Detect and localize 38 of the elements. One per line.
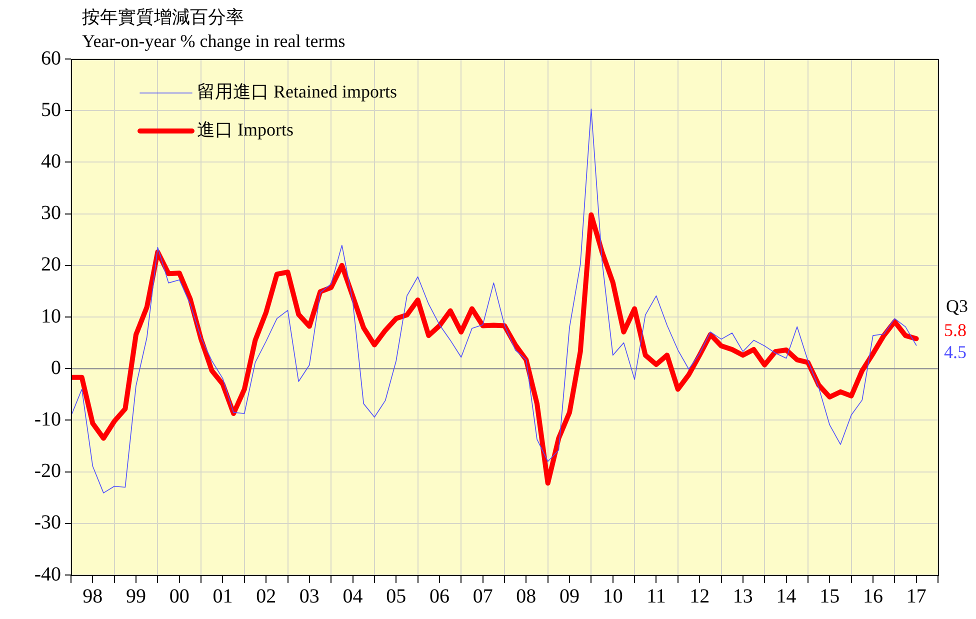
x-tick-label: 14 (776, 585, 796, 608)
y-tick-label: -20 (34, 460, 61, 482)
data-label: 5.8 (944, 320, 966, 340)
y-tick-label: 0 (51, 356, 61, 379)
x-tick-label: 10 (602, 585, 623, 608)
x-tick-label: 11 (646, 585, 666, 608)
x-tick-label: 01 (212, 585, 233, 608)
y-tick-label: 10 (41, 305, 61, 328)
y-tick-label: 30 (41, 202, 61, 224)
y-tick-label: -40 (34, 563, 61, 586)
chart-subtitle: Year-on-year % change in real terms (82, 30, 346, 52)
y-tick-label: 40 (41, 150, 61, 172)
x-tick-label: 13 (732, 585, 753, 608)
x-tick-label: 00 (169, 585, 190, 608)
x-tick-label: 98 (82, 585, 103, 608)
y-tick-label: 20 (41, 254, 61, 276)
x-tick-label: 16 (862, 585, 883, 608)
legend-label: 進口 Imports (197, 120, 294, 140)
x-tick-label: 15 (820, 585, 840, 608)
x-tick-label: 07 (472, 585, 493, 608)
x-tick-label: 04 (342, 585, 363, 608)
y-tick-label: 50 (41, 98, 61, 121)
y-tick-label: -30 (34, 512, 61, 534)
data-label: 4.5 (944, 342, 966, 362)
x-tick-label: 99 (126, 585, 146, 608)
text: Q3 (946, 296, 968, 316)
x-tick-label: 12 (690, 585, 710, 608)
x-tick-label: 17 (906, 585, 926, 608)
x-tick-label: 05 (386, 585, 406, 608)
x-tick-label: 02 (256, 585, 276, 608)
y-tick-label: -10 (34, 408, 61, 430)
legend-label: 留用進口 Retained imports (197, 82, 397, 102)
chart-title: 按年實質增減百分率 (82, 6, 244, 28)
x-tick-label: 09 (560, 585, 580, 608)
x-tick-label: 08 (516, 585, 536, 608)
x-tick-label: 06 (429, 585, 450, 608)
x-tick-label: 03 (299, 585, 320, 608)
y-tick-label: 60 (41, 47, 61, 70)
